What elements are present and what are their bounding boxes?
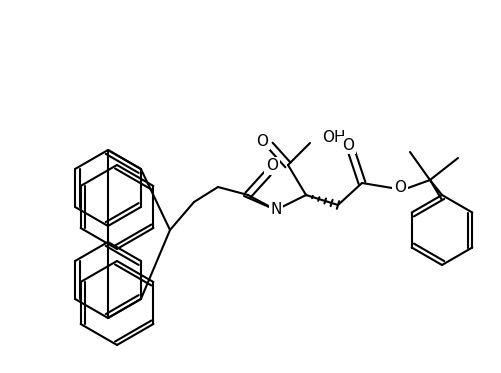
Text: O: O: [342, 138, 354, 153]
Text: OH: OH: [322, 131, 346, 145]
Text: N: N: [271, 203, 282, 217]
Text: O: O: [266, 159, 278, 173]
Text: O: O: [256, 134, 268, 148]
Text: O: O: [394, 181, 406, 195]
Text: O: O: [342, 138, 354, 153]
